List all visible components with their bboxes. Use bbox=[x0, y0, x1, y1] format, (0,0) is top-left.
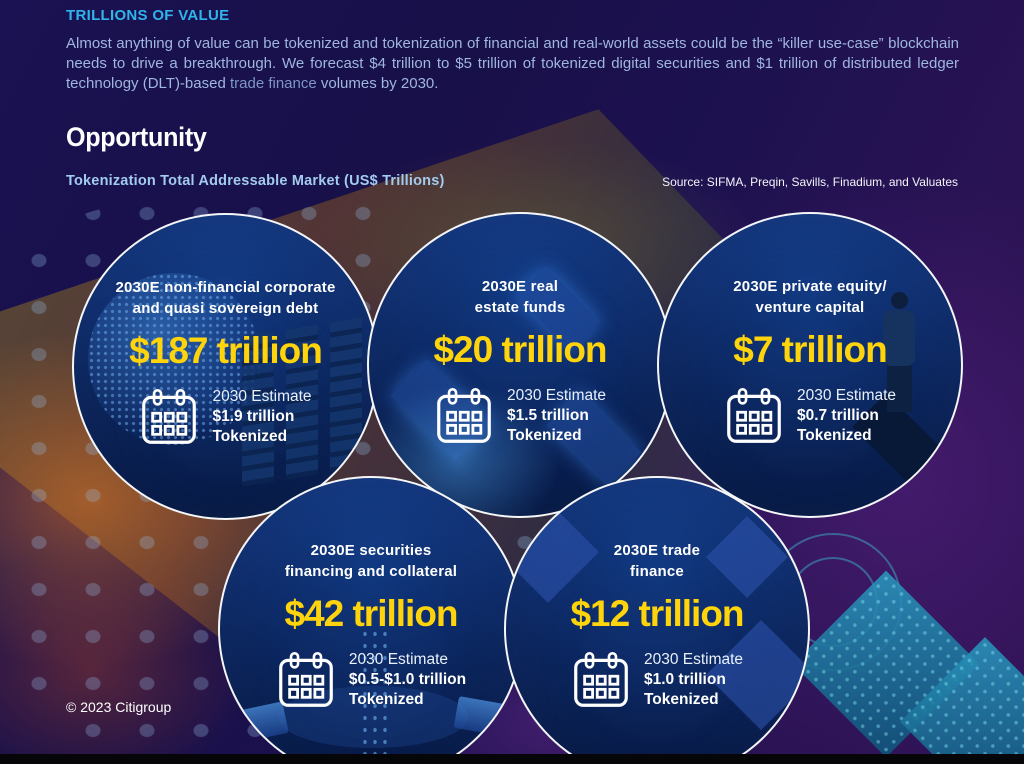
section-title: Opportunity bbox=[66, 122, 207, 152]
estimate-label: 2030 Estimate bbox=[212, 388, 312, 405]
bubble-title-line: 2030E private equity/ bbox=[733, 278, 887, 295]
bubble-trade-finance: 2030E trade finance $12 trillion 203 bbox=[504, 476, 810, 764]
chart-title: Tokenization Total Addressable Market (U… bbox=[66, 173, 445, 189]
estimate-label: 2030 Estimate bbox=[506, 387, 607, 404]
bubble-amount: $7 trillion bbox=[733, 329, 887, 370]
tokenized-label: Tokenized bbox=[506, 427, 582, 444]
tokenized-estimate: 2030 Estimate $0.5-$1.0 trillion Tokeniz… bbox=[276, 650, 466, 710]
bubble-title: 2030E securities financing and collatera… bbox=[285, 540, 457, 582]
bubble-title-line: 2030E non-financial corporate bbox=[115, 279, 336, 296]
bubble-title: 2030E trade finance bbox=[614, 540, 700, 582]
intro-text: Almost anything of value can be tokenize… bbox=[66, 35, 959, 92]
bubble-title: 2030E real estate funds bbox=[475, 276, 566, 318]
bubble-title-line: 2030E securities bbox=[310, 542, 432, 559]
tokenized-value: $1.9 trillion bbox=[212, 408, 295, 425]
intro-highlight-trade-finance: trade finance bbox=[229, 75, 317, 92]
bubble-amount: $187 trillion bbox=[129, 330, 323, 371]
tokenized-label: Tokenized bbox=[643, 691, 719, 708]
bubble-title: 2030E private equity/ venture capital bbox=[733, 276, 886, 318]
bubble-amount: $42 trillion bbox=[284, 593, 458, 634]
estimate-label: 2030 Estimate bbox=[348, 651, 448, 668]
tokenized-estimate: 2030 Estimate $1.0 trillion Tokenized bbox=[571, 650, 743, 710]
tokenized-estimate: 2030 Estimate $1.5 trillion Tokenized bbox=[434, 386, 606, 446]
bubble-securities-financing-collateral: 2030E securities financing and collatera… bbox=[218, 476, 524, 764]
calendar-icon bbox=[437, 388, 491, 443]
bubble-amount: $20 trillion bbox=[433, 329, 607, 370]
tokenized-value: $1.0 trillion bbox=[643, 671, 726, 688]
tokenized-label: Tokenized bbox=[212, 428, 288, 445]
estimate-label: 2030 Estimate bbox=[643, 651, 744, 668]
bubble-non-financial-corporate-debt: 2030E non-financial corporate and quasi … bbox=[72, 213, 379, 520]
intro-paragraph: Almost anything of value can be tokenize… bbox=[66, 34, 959, 94]
tokenized-estimate: 2030 Estimate $1.9 trillion Tokenized bbox=[139, 387, 312, 447]
bubble-real-estate-funds: 2030E real estate funds $20 trillion bbox=[367, 212, 673, 518]
tokenized-value: $0.5-$1.0 trillion bbox=[348, 671, 467, 688]
calendar-icon bbox=[574, 652, 628, 707]
bubble-title-line: venture capital bbox=[755, 299, 865, 316]
bubble-title-line: finance bbox=[630, 563, 684, 580]
calendar-icon bbox=[142, 389, 197, 444]
businessman-illustration bbox=[891, 292, 908, 309]
data-stream-illustration bbox=[360, 628, 390, 764]
businessman-illustration bbox=[883, 310, 915, 366]
businessman-illustration bbox=[887, 364, 912, 412]
calendar-icon bbox=[727, 388, 781, 443]
tokenized-value: $1.5 trillion bbox=[506, 407, 589, 424]
calendar-icon bbox=[279, 652, 333, 707]
tokenized-label: Tokenized bbox=[348, 691, 424, 708]
copyright-notice: © 2023 Citigroup bbox=[66, 699, 172, 715]
tokenized-estimate: 2030 Estimate $0.7 trillion Tokenized bbox=[724, 386, 896, 446]
bubble-title-line: and quasi sovereign debt bbox=[132, 300, 319, 317]
bubble-title-line: 2030E real bbox=[481, 278, 559, 295]
tokenized-value: $0.7 trillion bbox=[796, 407, 879, 424]
bubble-private-equity-venture-capital: 2030E private equity/ venture capital $7… bbox=[657, 212, 963, 518]
estimate-label: 2030 Estimate bbox=[796, 387, 897, 404]
bubble-title: 2030E non-financial corporate and quasi … bbox=[115, 277, 335, 319]
source-note: Source: SIFMA, Preqin, Savills, Finadium… bbox=[662, 175, 958, 189]
intro-text-after: volumes by 2030. bbox=[316, 75, 439, 92]
bubble-amount: $12 trillion bbox=[570, 593, 744, 634]
bottom-letterbox-bar bbox=[0, 754, 1024, 764]
bubble-title-line: financing and collateral bbox=[284, 563, 458, 580]
bubble-title-line: estate funds bbox=[474, 299, 566, 316]
page-kicker: TRILLIONS OF VALUE bbox=[66, 7, 230, 24]
tokenized-label: Tokenized bbox=[796, 427, 872, 444]
bubble-title-line: 2030E trade bbox=[613, 542, 701, 559]
